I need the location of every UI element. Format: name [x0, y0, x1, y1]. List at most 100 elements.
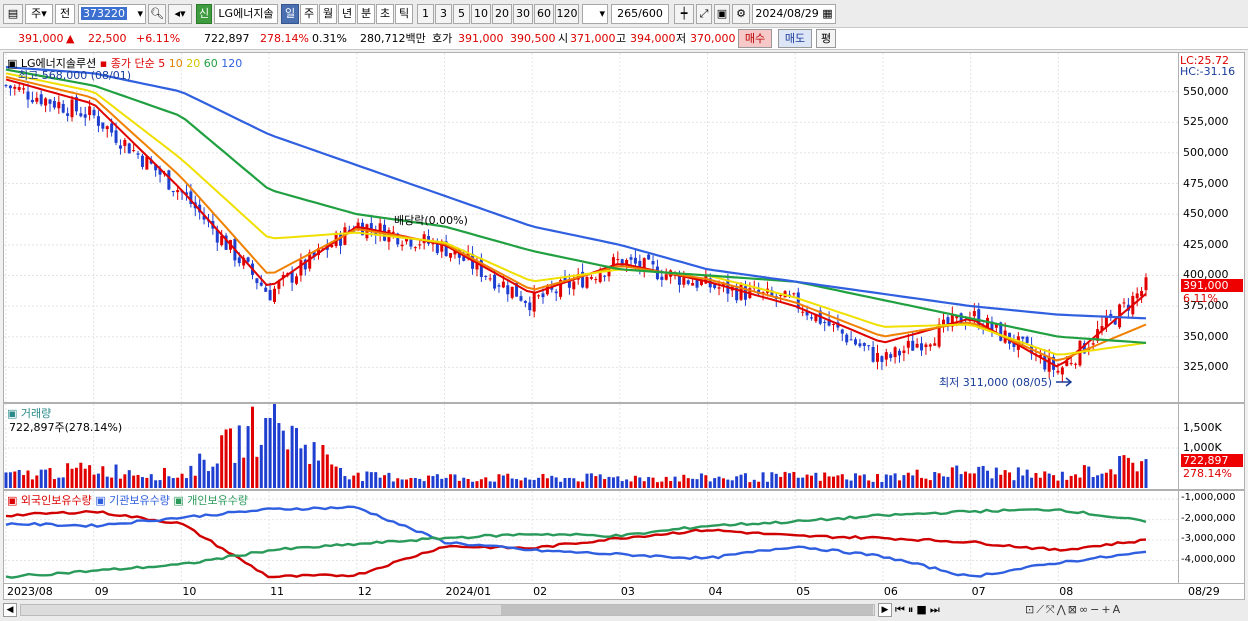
- volume-bar: [1008, 472, 1012, 488]
- price-chart-pane[interactable]: ▣ LG에너지솔루션 ▪ 종가 단순 5 10 20 60 120 최고 568…: [3, 52, 1179, 403]
- window-menu-icon[interactable]: ▤: [3, 4, 23, 24]
- eval-button[interactable]: 평: [816, 29, 836, 48]
- volume-bar: [906, 472, 910, 488]
- pause-icon[interactable]: ⏸: [907, 603, 917, 616]
- candle-body: [651, 261, 655, 265]
- candle-body: [409, 239, 413, 247]
- volume-bar: [933, 472, 937, 488]
- volume-bar: [295, 428, 299, 488]
- open-label: 시: [558, 32, 569, 45]
- candle-body: [770, 290, 774, 296]
- chain-icon[interactable]: ∞: [1078, 603, 1091, 616]
- period-tab-minute[interactable]: 분: [357, 4, 375, 24]
- open-price: 371,000: [570, 32, 616, 45]
- candle-body: [105, 126, 109, 130]
- scroll-left-button[interactable]: ◀: [3, 603, 17, 617]
- minute-option-60[interactable]: 60: [534, 4, 554, 24]
- sell-button[interactable]: 매도: [778, 29, 812, 48]
- period-tab-month[interactable]: 월: [319, 4, 337, 24]
- minute-option-30[interactable]: 30: [513, 4, 533, 24]
- zoom-icon[interactable]: ⊡: [1025, 603, 1037, 616]
- volume-bar: [206, 471, 210, 488]
- scroll-track[interactable]: [20, 604, 875, 616]
- new-badge: 신: [196, 4, 212, 24]
- candle-body: [369, 223, 373, 230]
- candle-body: [942, 319, 946, 325]
- candle-body: [154, 164, 158, 171]
- draw-tool-icon[interactable]: ⤢: [696, 4, 712, 24]
- search-icon[interactable]: 🔍︎: [148, 4, 166, 24]
- volume-bar: [1104, 472, 1108, 488]
- date-field[interactable]: 2024/08/29 ▦: [752, 4, 836, 24]
- playback-controls[interactable]: ⏮⏸■⏭: [895, 603, 943, 617]
- period-tab-second[interactable]: 초: [376, 4, 394, 24]
- volume-bar: [1047, 473, 1051, 488]
- volume-bar: [493, 481, 497, 488]
- candle-body: [831, 323, 835, 325]
- candle-body: [66, 113, 70, 116]
- volume-legend: ▣ 거래량: [7, 405, 51, 421]
- volume-bar: [669, 481, 673, 488]
- candle-body: [158, 168, 162, 175]
- period-tab-year[interactable]: 년: [338, 4, 356, 24]
- minus-icon[interactable]: −: [1090, 603, 1102, 616]
- rewind-icon[interactable]: ⏮: [895, 603, 908, 616]
- scroll-thumb[interactable]: [501, 605, 873, 615]
- volume-bar: [928, 480, 932, 488]
- period-tab-tick[interactable]: 틱: [395, 4, 413, 24]
- date-value: 2024/08/29: [755, 7, 819, 20]
- gear-icon[interactable]: ⚙: [732, 4, 750, 24]
- range-select[interactable]: 전: [55, 4, 75, 24]
- save-icon[interactable]: ▣: [714, 4, 730, 24]
- fit-icon[interactable]: ⊠: [1067, 603, 1079, 616]
- volume-bar: [876, 474, 880, 488]
- volume-bar: [594, 476, 598, 488]
- period-tab-week[interactable]: 주: [300, 4, 318, 24]
- candle-body: [647, 254, 651, 260]
- holdings-pane[interactable]: ▣ 외국인보유수량 ▣ 기관보유수량 ▣ 개인보유수량: [3, 490, 1179, 584]
- holdings-axis: -1,000,000 -2,000,000 -3,000,000 -4,000,000: [1179, 490, 1245, 584]
- volume-bar: [686, 478, 690, 488]
- candle-type-icon[interactable]: ┿: [674, 4, 694, 24]
- volume-bar: [853, 473, 857, 488]
- current-pct-tag: 6.11%: [1183, 292, 1218, 305]
- drawing-tools[interactable]: ⊡⟋⤧⋀⊠∞−+A: [1025, 603, 1122, 617]
- volume-bar: [418, 478, 422, 488]
- candle-body: [317, 248, 321, 256]
- wave-icon[interactable]: ⋀: [1056, 603, 1068, 616]
- candle-body: [378, 223, 382, 234]
- stock-name[interactable]: LG에너지솔: [214, 4, 278, 24]
- volume-bar: [57, 477, 61, 488]
- text-icon[interactable]: A: [1112, 603, 1123, 616]
- candle-body: [26, 91, 30, 100]
- minute-option-120[interactable]: 120: [555, 4, 579, 24]
- trend-icon[interactable]: ⟋: [1036, 603, 1046, 616]
- volume-pane[interactable]: ▣ 거래량 722,897주(278.14%): [3, 403, 1179, 490]
- legend-ma-icon: ▪: [99, 57, 108, 70]
- volume-bar: [303, 444, 307, 488]
- market-type-select[interactable]: 주▾: [25, 4, 53, 24]
- bar-count-value: 265: [617, 7, 639, 20]
- custom-period-select[interactable]: ▾: [582, 4, 608, 24]
- forward-icon[interactable]: ⏭: [929, 603, 943, 616]
- buy-button[interactable]: 매수: [738, 29, 772, 48]
- volume-bar: [277, 423, 281, 488]
- minute-option-20[interactable]: 20: [492, 4, 512, 24]
- stock-code-input[interactable]: 373220 ▾: [78, 4, 146, 24]
- stop-icon[interactable]: ■: [916, 603, 930, 616]
- volume-bar: [1021, 475, 1025, 488]
- minute-option-3[interactable]: 3: [435, 4, 452, 24]
- minute-option-10[interactable]: 10: [471, 4, 491, 24]
- bar-count-field[interactable]: 265/600: [611, 4, 669, 24]
- scroll-right-button[interactable]: ▶: [878, 603, 892, 617]
- minute-option-5[interactable]: 5: [453, 4, 470, 24]
- volume-bar: [427, 475, 431, 488]
- period-tab-day[interactable]: 일: [281, 4, 299, 24]
- plus-icon[interactable]: +: [1101, 603, 1113, 616]
- candle-body: [986, 317, 990, 330]
- speaker-icon[interactable]: ◂▾: [168, 4, 192, 24]
- volume-bar: [924, 478, 928, 488]
- price-tick-label: 500,000: [1183, 145, 1229, 159]
- cross-icon[interactable]: ⤧: [1045, 603, 1057, 616]
- minute-option-1[interactable]: 1: [417, 4, 434, 24]
